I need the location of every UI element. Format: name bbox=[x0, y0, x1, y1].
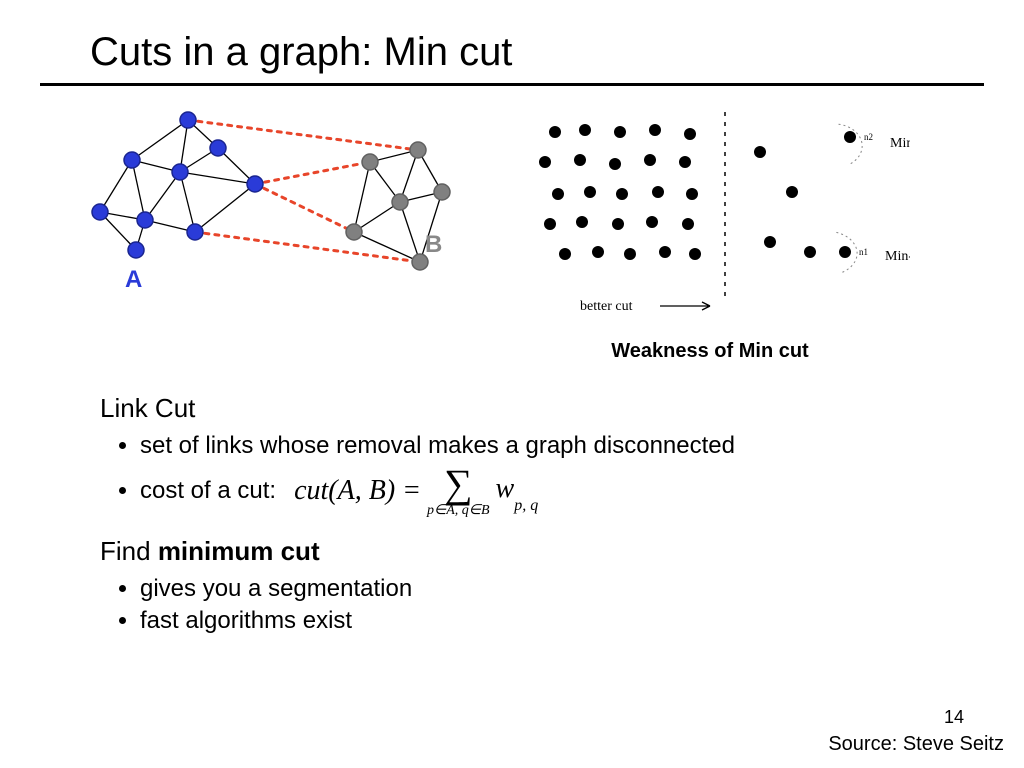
weakness-svg: n2 n1 Min-cut 2 Min-cut 1 better cut bbox=[510, 102, 910, 332]
svg-text:Min-cut 2: Min-cut 2 bbox=[890, 136, 910, 151]
min-cut-bullets: gives you a segmentation fast algorithms… bbox=[140, 575, 984, 635]
min-cut-bullet-2: fast algorithms exist bbox=[140, 607, 984, 635]
eq-under: p∈A, q∈B bbox=[427, 504, 490, 518]
weakness-caption: Weakness of Min cut bbox=[611, 340, 808, 363]
link-cut-bullets: set of links whose removal makes a graph… bbox=[140, 432, 984, 518]
figures-row: AB n2n1Min-cut 2Min-cut 1better cut Weak… bbox=[70, 102, 984, 363]
link-cut-heading: Link Cut bbox=[100, 393, 984, 424]
svg-text:n1: n1 bbox=[859, 247, 868, 257]
body-text: Link Cut set of links whose removal make… bbox=[100, 393, 984, 635]
eq-sum: ∑ p∈A, q∈B bbox=[427, 464, 490, 518]
link-cut-bullet-1: set of links whose removal makes a graph… bbox=[140, 432, 984, 460]
source-credit: Source: Steve Seitz bbox=[828, 733, 1004, 756]
sigma-icon: ∑ bbox=[444, 464, 473, 504]
svg-text:B: B bbox=[425, 231, 442, 258]
find-min-heading: Find minimum cut bbox=[100, 536, 984, 567]
graph-cut-figure: AB bbox=[70, 102, 470, 363]
cut-equation: cut(A, B) = ∑ p∈A, q∈B wp, q bbox=[294, 464, 538, 518]
svg-text:A: A bbox=[125, 266, 142, 293]
link-cut-bullet-2: cost of a cut: cut(A, B) = ∑ p∈A, q∈B wp… bbox=[140, 464, 984, 518]
page-number: 14 bbox=[944, 707, 964, 728]
slide: Cuts in a graph: Min cut AB n2n1Min-cut … bbox=[0, 0, 1024, 768]
title-underline bbox=[40, 83, 984, 86]
svg-text:better cut: better cut bbox=[580, 299, 633, 314]
min-cut-bullet-1: gives you a segmentation bbox=[140, 575, 984, 603]
page-title: Cuts in a graph: Min cut bbox=[90, 30, 984, 75]
svg-text:n2: n2 bbox=[864, 132, 873, 142]
weakness-figure: n2 n1 Min-cut 2 Min-cut 1 better cut Weaknes… bbox=[510, 102, 910, 363]
eq-rhs: wp, q bbox=[496, 473, 539, 509]
svg-text:Min-cut 1: Min-cut 1 bbox=[885, 249, 910, 264]
cost-label: cost of a cut: bbox=[140, 477, 276, 505]
graph-cut-svg: AB bbox=[70, 102, 470, 302]
eq-lhs: cut(A, B) = bbox=[294, 475, 421, 507]
